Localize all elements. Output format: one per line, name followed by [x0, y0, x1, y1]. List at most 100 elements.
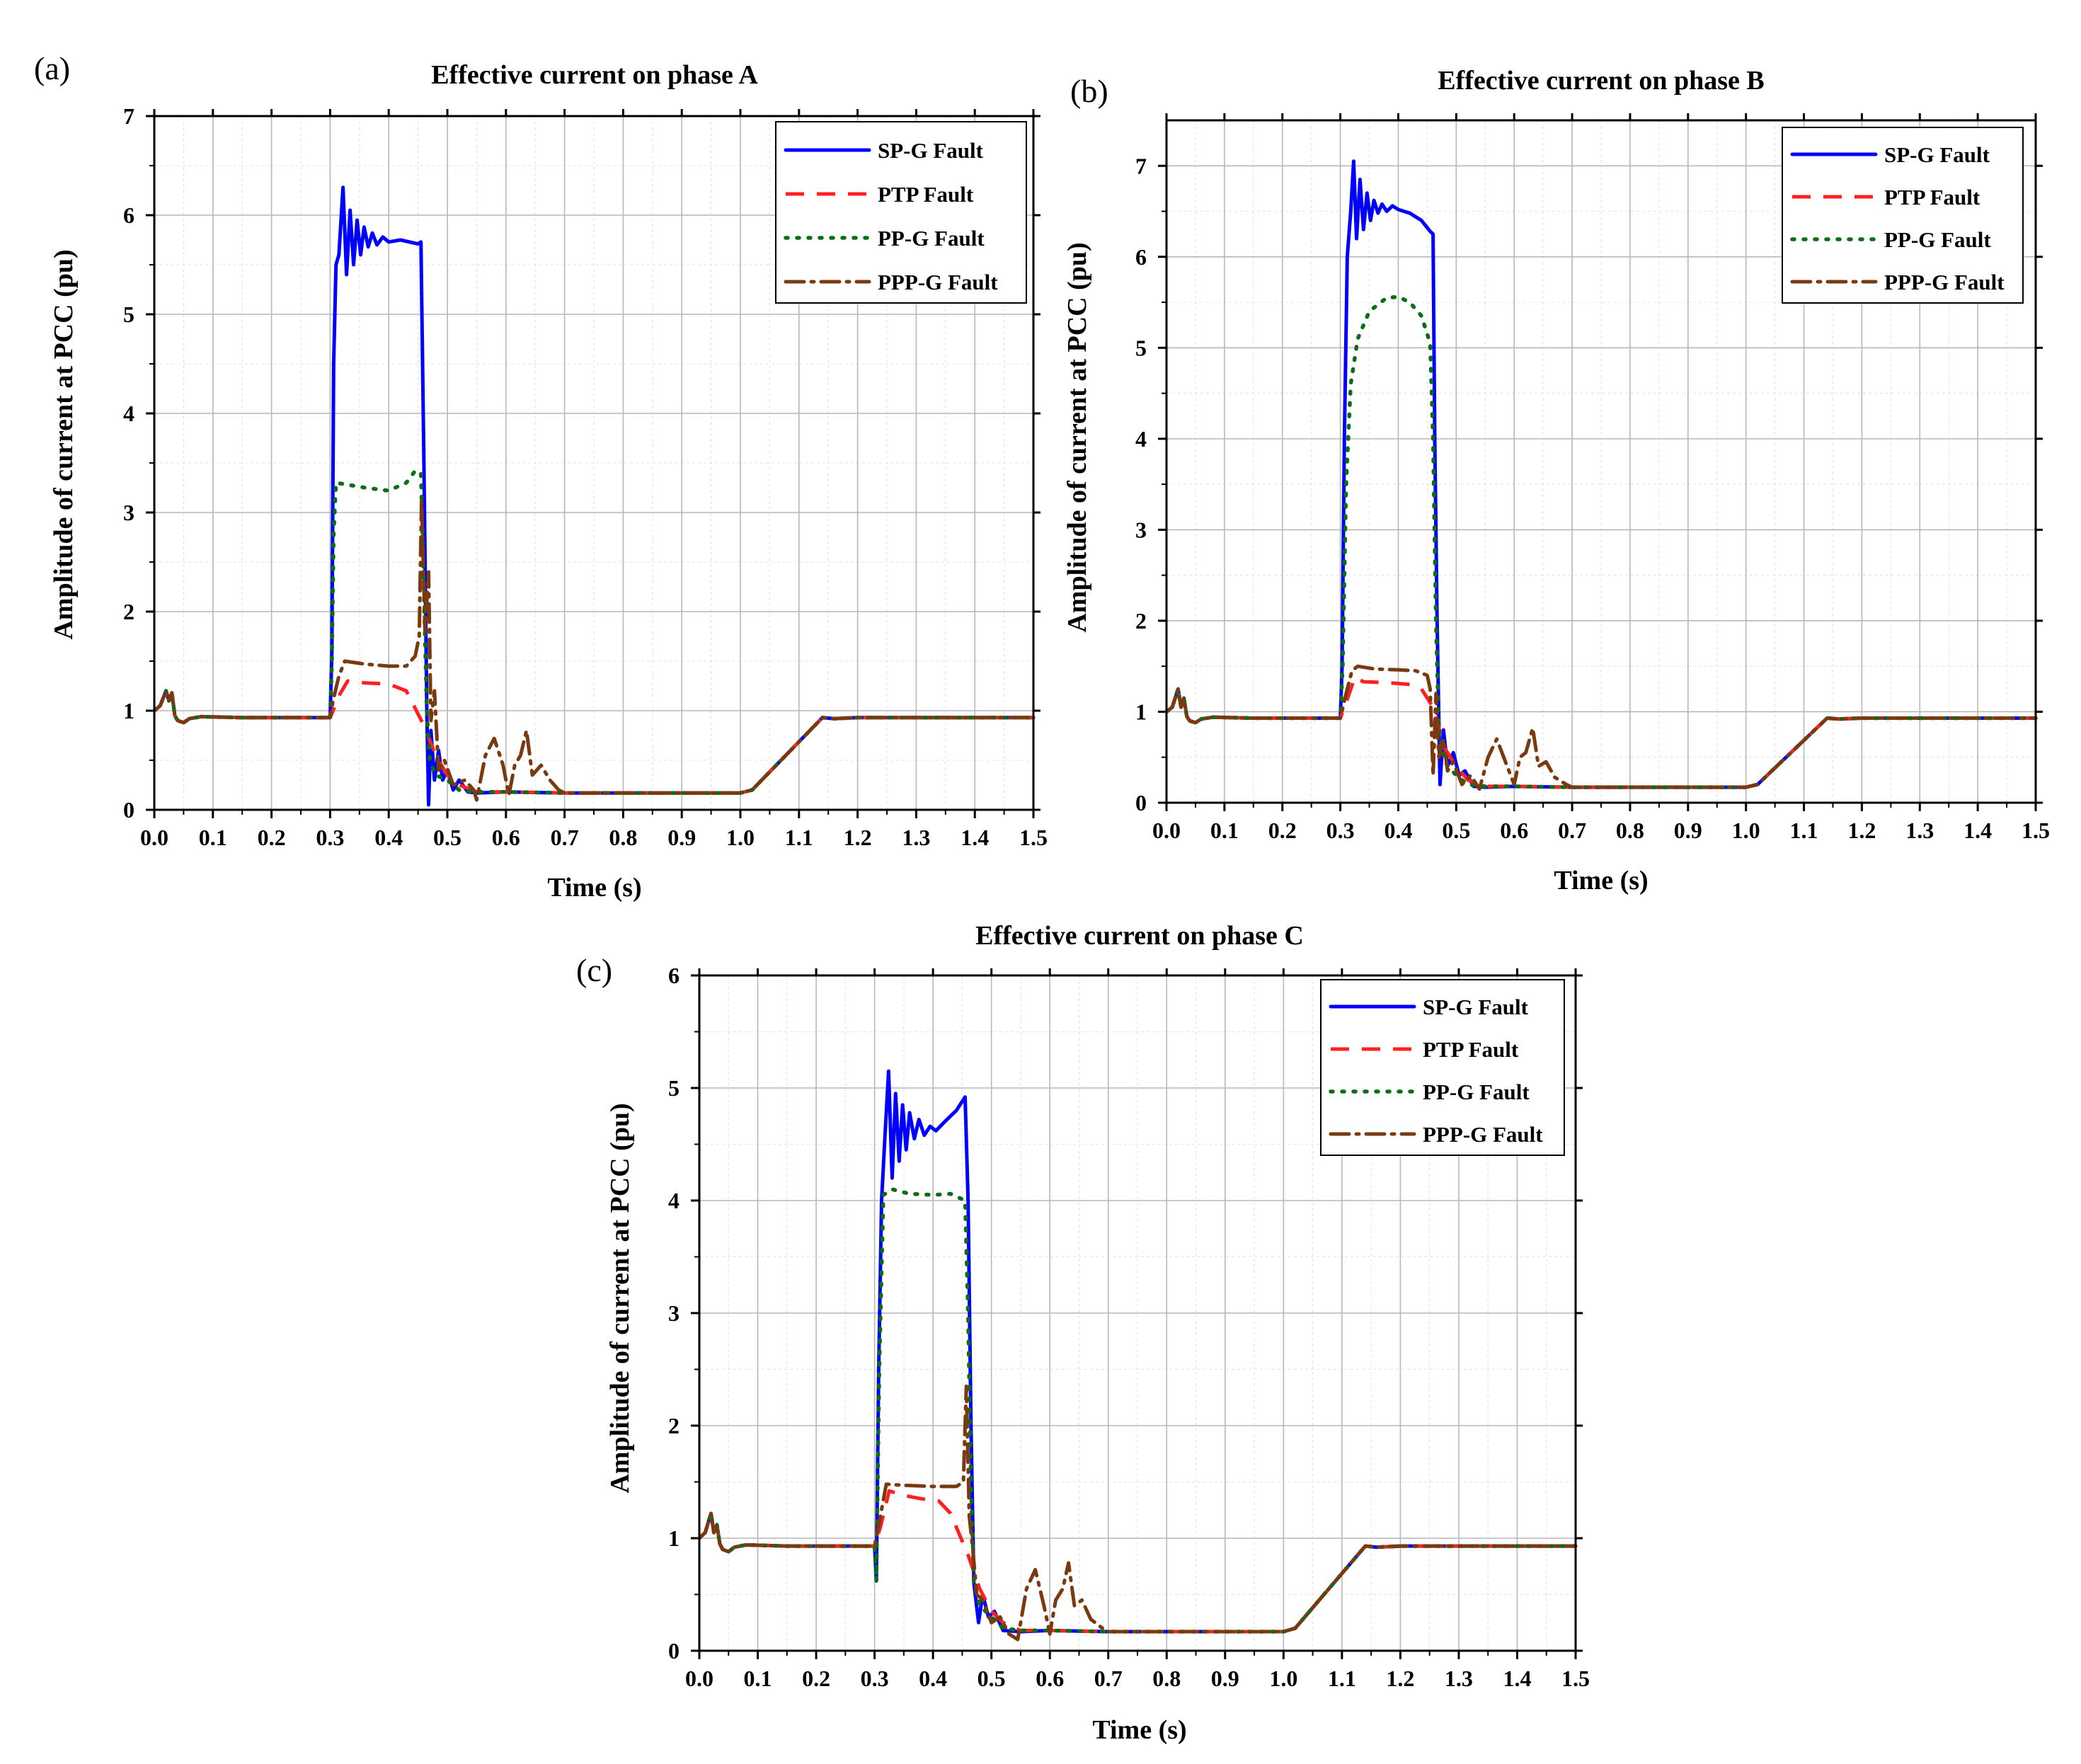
x-tick-label: 0.0 [140, 825, 168, 850]
ticks-a: 0.0 0.1 0.2 0.3 0.4 0.5 0.6 0.7 0.8 0.9 1.0 1.1 1.2 1… [123, 103, 1048, 850]
x-tick-label: 0.9 [1211, 1666, 1239, 1691]
x-tick-label: 0.3 [861, 1666, 889, 1691]
y-tick-label: 7 [123, 103, 134, 129]
legend-label: PP-G Fault [1423, 1079, 1530, 1104]
y-tick-label: 1 [668, 1525, 680, 1551]
y-tick-label: 5 [123, 302, 134, 327]
legend-b: SP-G Fault PTP Fault PP-G Fault PPP-G Fault [1782, 127, 2024, 304]
x-tick-label: 0.0 [1152, 818, 1181, 843]
x-tick-label: 0.6 [1036, 1666, 1064, 1691]
x-tick-label: 0.6 [1500, 818, 1528, 843]
y-tick-label: 0 [668, 1638, 680, 1663]
legend-box-c [1320, 979, 1565, 1156]
panel-label-a: (a) [34, 50, 70, 86]
x-tick-label: 0.5 [978, 1666, 1006, 1691]
legend-label: SP-G Fault [878, 138, 984, 163]
x-tick-label: 0.7 [551, 825, 579, 850]
y-tick-label: 4 [1135, 426, 1147, 452]
y-tick-label: 5 [668, 1075, 680, 1101]
y-tick-label: 6 [668, 963, 680, 988]
x-tick-label: 0.7 [1094, 1666, 1123, 1691]
y-tick-label: 2 [123, 599, 134, 624]
x-tick-label: 1.5 [2022, 818, 2050, 843]
legend-c: SP-G Fault PTP Fault PP-G Fault PPP-G Fault [1320, 979, 1565, 1156]
x-axis-label-c: Time (s) [1092, 1715, 1186, 1745]
x-tick-label: 0.8 [1616, 818, 1644, 843]
y-axis-label-c: Amplitude of current at PCC (pu) [605, 1103, 635, 1493]
legend-label: PP-G Fault [1884, 227, 1991, 252]
x-tick-label: 1.0 [1269, 1666, 1297, 1691]
chart-title-a: Effective current on phase A [431, 60, 758, 90]
y-tick-label: 3 [1135, 517, 1147, 542]
legend-label: PPP-G Fault [1423, 1122, 1543, 1147]
x-axis-label-a: Time (s) [547, 873, 641, 903]
x-tick-label: 0.4 [374, 825, 403, 850]
ticks-b: 0.0 0.1 0.2 0.3 0.4 0.5 0.6 0.7 0.8 0.9 1.0 1.1 1.2 1… [1135, 113, 2050, 843]
y-tick-label: 2 [668, 1413, 680, 1438]
y-axis-label-b: Amplitude of current at PCC (pu) [1062, 242, 1092, 632]
legend-label: SP-G Fault [1884, 142, 1990, 167]
chart-phase-c: (c) Effective current on phase C Amplitu… [576, 921, 1590, 1745]
grid-a [154, 115, 1034, 811]
chart-phase-b: (b) Effective current on phase B Amplitu… [1062, 66, 2050, 895]
x-tick-label: 1.2 [1386, 1666, 1414, 1691]
legend-box-b [1782, 127, 2024, 304]
panel-label-b: (b) [1070, 73, 1108, 109]
x-tick-label: 1.3 [1905, 818, 1934, 843]
x-tick-label: 0.9 [1674, 818, 1702, 843]
y-tick-label: 6 [123, 202, 134, 228]
legend-a: SP-G Fault PTP Fault PP-G Fault PPP-G Fault [775, 121, 1027, 304]
y-tick-label: 3 [123, 500, 134, 525]
series-b [1164, 159, 2038, 791]
x-tick-label: 0.5 [433, 825, 462, 850]
legend-label: PTP Fault [1884, 185, 1980, 210]
y-tick-label: 6 [1135, 244, 1147, 270]
series-line-ppp-g-fault-b [1164, 664, 2038, 791]
legend-box-a [775, 121, 1027, 304]
x-tick-label: 0.5 [1442, 818, 1470, 843]
y-tick-label: 4 [668, 1188, 680, 1213]
x-tick-label: 0.3 [316, 825, 344, 850]
x-tick-label: 0.0 [685, 1666, 713, 1691]
x-tick-label: 0.4 [919, 1666, 947, 1691]
y-tick-label: 3 [668, 1300, 680, 1326]
x-tick-label: 1.1 [785, 825, 813, 850]
x-tick-label: 0.4 [1384, 818, 1412, 843]
x-tick-label: 1.5 [1561, 1666, 1590, 1691]
x-tick-label: 0.6 [492, 825, 520, 850]
y-tick-label: 1 [123, 698, 134, 723]
x-tick-label: 1.4 [1503, 1666, 1531, 1691]
y-tick-label: 2 [1135, 608, 1147, 634]
series-line-ppp-g-fault-a [152, 496, 1036, 802]
legend-label: PTP Fault [1423, 1037, 1519, 1062]
legend-label: PP-G Fault [878, 226, 985, 251]
y-axis-label-a: Amplitude of current at PCC (pu) [49, 249, 79, 639]
x-axis-label-b: Time (s) [1554, 866, 1648, 895]
plot-frame-a [153, 115, 1035, 811]
x-tick-label: 1.3 [1445, 1666, 1473, 1691]
x-tick-label: 0.8 [609, 825, 637, 850]
series-c [697, 1069, 1578, 1642]
x-tick-label: 1.2 [844, 825, 872, 850]
y-tick-label: 4 [123, 401, 134, 426]
legend-label: PPP-G Fault [878, 270, 998, 294]
x-tick-label: 1.4 [1964, 818, 1992, 843]
plot-frame-b [1165, 119, 2037, 804]
series-line-ptp-fault-a [153, 679, 1033, 795]
series-line-ppp-g-fault-c [697, 1384, 1578, 1642]
x-tick-label: 1.2 [1847, 818, 1876, 843]
legend-label: SP-G Fault [1423, 995, 1529, 1019]
x-tick-label: 0.7 [1558, 818, 1586, 843]
legend-label: PPP-G Fault [1884, 270, 2005, 294]
x-tick-label: 0.1 [1210, 818, 1239, 843]
ticks-c: 0.0 0.1 0.2 0.3 0.4 0.5 0.6 0.7 0.8 0.9 1.0 1.1 1.2 1… [668, 963, 1590, 1691]
y-tick-label: 7 [1135, 153, 1147, 178]
y-tick-label: 1 [1135, 699, 1147, 724]
x-tick-label: 0.2 [1268, 818, 1297, 843]
x-tick-label: 0.2 [258, 825, 286, 850]
chart-title-c: Effective current on phase C [975, 921, 1304, 951]
x-tick-label: 1.0 [1732, 818, 1760, 843]
x-tick-label: 0.3 [1326, 818, 1355, 843]
series-a [152, 185, 1036, 807]
